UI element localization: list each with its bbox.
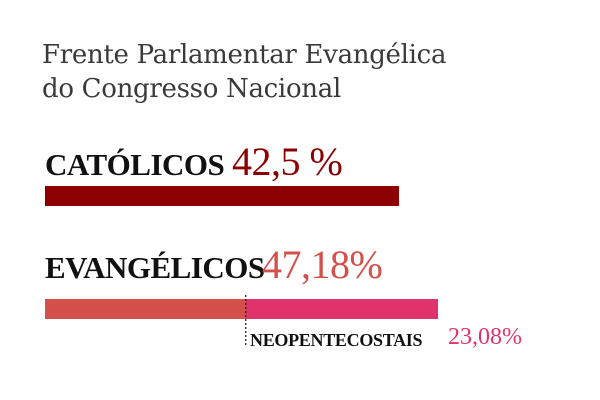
bar-católicos	[45, 186, 400, 206]
subsegment-value-neopentecostais: 23,08%	[448, 324, 522, 350]
category-label-catolicos: CATÓLICOS	[45, 147, 225, 182]
chart-title: Frente Parlamentar Evangélica do Congres…	[42, 38, 446, 106]
title-line-2: do Congresso Nacional	[42, 74, 341, 104]
title-line-1: Frente Parlamentar Evangélica	[42, 40, 447, 70]
bar-segment-neopentecostais	[245, 299, 439, 319]
value-label-catolicos: 42,5 %	[232, 139, 343, 184]
category-label-evangelicos: EVANGÉLICOS	[45, 250, 265, 285]
subsegment-label-neopentecostais: NEOPENTECOSTAIS	[250, 330, 423, 350]
value-label-evangelicos: 47,18%	[262, 242, 383, 287]
